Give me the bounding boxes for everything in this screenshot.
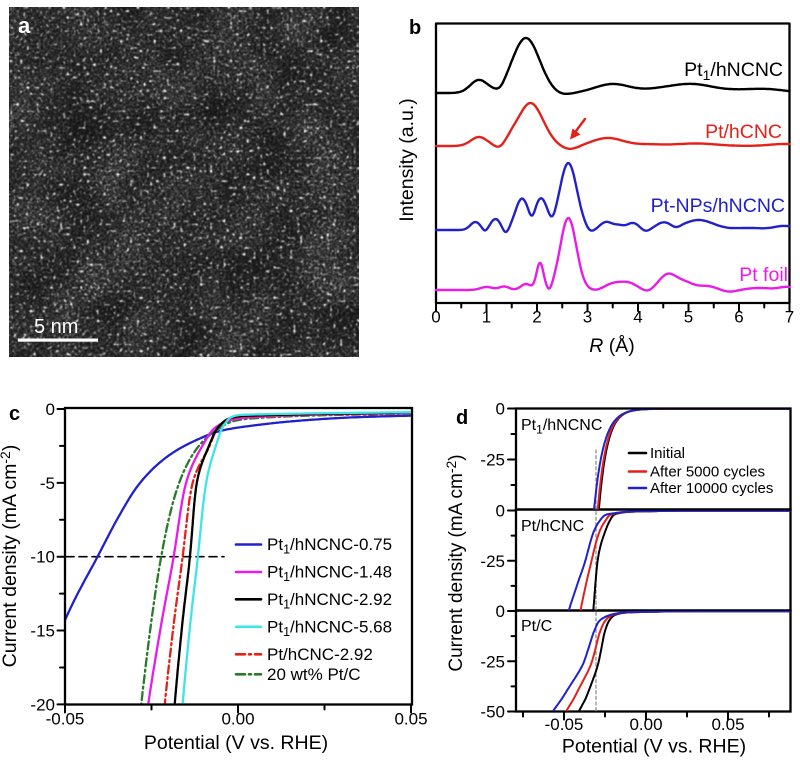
svg-text:20 wt% Pt/C: 20 wt% Pt/C	[267, 665, 361, 684]
svg-text:Pt foil: Pt foil	[739, 264, 788, 286]
svg-text:Pt/hCNC: Pt/hCNC	[521, 518, 584, 535]
svg-text:Pt1/hNCNC-2.92: Pt1/hNCNC-2.92	[267, 590, 392, 612]
svg-text:Pt1/hNCNC-5.68: Pt1/hNCNC-5.68	[267, 617, 392, 639]
svg-text:5 nm: 5 nm	[34, 316, 78, 338]
svg-text:Pt1/hNCNC: Pt1/hNCNC	[684, 59, 783, 83]
svg-text:Pt/C: Pt/C	[521, 618, 552, 635]
svg-text:After 10000 cycles: After 10000 cycles	[650, 480, 773, 497]
svg-text:After 5000 cycles: After 5000 cycles	[650, 464, 765, 481]
svg-text:-25: -25	[480, 652, 505, 671]
svg-text:-15: -15	[30, 622, 55, 641]
svg-text:a: a	[18, 13, 31, 38]
svg-text:d: d	[456, 407, 468, 429]
svg-text:Current density (mA cm-2): Current density (mA cm-2)	[0, 445, 21, 668]
svg-text:4: 4	[633, 308, 642, 327]
svg-text:-20: -20	[30, 695, 55, 714]
svg-text:0.05: 0.05	[394, 710, 427, 729]
svg-text:-5: -5	[40, 474, 55, 493]
svg-text:0.05: 0.05	[711, 715, 744, 734]
svg-text:-10: -10	[30, 548, 55, 567]
svg-text:Pt-NPs/hNCNC: Pt-NPs/hNCNC	[651, 195, 785, 217]
svg-text:0: 0	[496, 602, 505, 621]
svg-text:Pt1/hNCNC: Pt1/hNCNC	[521, 417, 602, 437]
svg-text:0: 0	[496, 502, 505, 521]
svg-text:Pt1/hNCNC-1.48: Pt1/hNCNC-1.48	[267, 563, 392, 585]
svg-text:Potential (V vs. RHE): Potential (V vs. RHE)	[144, 732, 328, 754]
svg-text:-0.05: -0.05	[545, 715, 584, 734]
svg-text:0.00: 0.00	[221, 710, 254, 729]
svg-text:Pt/hCNC-2.92: Pt/hCNC-2.92	[267, 645, 373, 664]
svg-text:R (Å): R (Å)	[589, 334, 635, 357]
svg-text:6: 6	[734, 308, 743, 327]
svg-text:Potential (V vs. RHE): Potential (V vs. RHE)	[562, 736, 746, 758]
svg-text:1: 1	[482, 308, 491, 327]
svg-text:-25: -25	[480, 451, 505, 470]
svg-text:0.00: 0.00	[629, 715, 662, 734]
svg-text:Initial: Initial	[650, 445, 685, 462]
svg-text:-50: -50	[480, 703, 505, 722]
svg-text:0: 0	[431, 308, 440, 327]
svg-text:Pt/hCNC: Pt/hCNC	[705, 121, 782, 143]
svg-text:0: 0	[46, 400, 55, 419]
svg-text:c: c	[9, 403, 20, 425]
svg-text:3: 3	[583, 308, 592, 327]
svg-text:-0.05: -0.05	[46, 710, 85, 729]
svg-text:Intensity (a.u.): Intensity (a.u.)	[396, 98, 418, 222]
svg-text:2: 2	[532, 308, 541, 327]
svg-text:7: 7	[785, 308, 794, 327]
svg-text:Current density (mA cm-2): Current density (mA cm-2)	[443, 454, 467, 671]
svg-text:Pt1/hNCNC-0.75: Pt1/hNCNC-0.75	[267, 535, 392, 557]
svg-text:5: 5	[684, 308, 693, 327]
svg-text:0: 0	[496, 400, 505, 419]
svg-text:b: b	[409, 17, 421, 39]
svg-text:-25: -25	[480, 552, 505, 571]
